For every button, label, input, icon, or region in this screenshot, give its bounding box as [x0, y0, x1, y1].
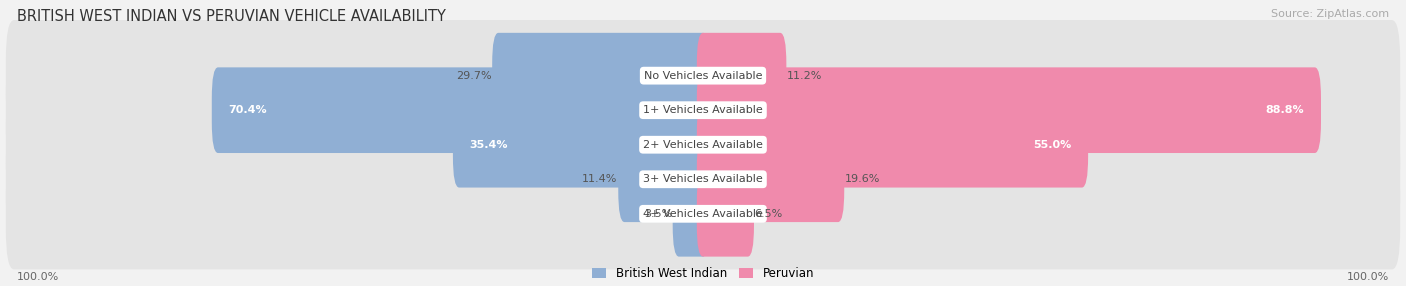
FancyBboxPatch shape	[697, 33, 786, 118]
FancyBboxPatch shape	[697, 136, 844, 222]
Text: 100.0%: 100.0%	[1347, 272, 1389, 282]
FancyBboxPatch shape	[492, 33, 709, 118]
FancyBboxPatch shape	[6, 55, 1400, 166]
Text: 55.0%: 55.0%	[1033, 140, 1071, 150]
FancyBboxPatch shape	[6, 158, 1400, 269]
Text: 100.0%: 100.0%	[17, 272, 59, 282]
Text: 11.4%: 11.4%	[582, 174, 617, 184]
Text: Source: ZipAtlas.com: Source: ZipAtlas.com	[1271, 9, 1389, 19]
Text: No Vehicles Available: No Vehicles Available	[644, 71, 762, 81]
FancyBboxPatch shape	[619, 136, 709, 222]
Text: BRITISH WEST INDIAN VS PERUVIAN VEHICLE AVAILABILITY: BRITISH WEST INDIAN VS PERUVIAN VEHICLE …	[17, 9, 446, 23]
Text: 3.5%: 3.5%	[644, 209, 672, 219]
Text: 3+ Vehicles Available: 3+ Vehicles Available	[643, 174, 763, 184]
FancyBboxPatch shape	[6, 124, 1400, 235]
Text: 6.5%: 6.5%	[755, 209, 783, 219]
FancyBboxPatch shape	[6, 20, 1400, 131]
Text: 35.4%: 35.4%	[470, 140, 508, 150]
FancyBboxPatch shape	[212, 67, 709, 153]
Text: 1+ Vehicles Available: 1+ Vehicles Available	[643, 105, 763, 115]
Text: 19.6%: 19.6%	[845, 174, 880, 184]
FancyBboxPatch shape	[672, 171, 709, 257]
Text: 11.2%: 11.2%	[787, 71, 823, 81]
Text: 2+ Vehicles Available: 2+ Vehicles Available	[643, 140, 763, 150]
Text: 70.4%: 70.4%	[228, 105, 267, 115]
Legend: British West Indian, Peruvian: British West Indian, Peruvian	[592, 267, 814, 280]
FancyBboxPatch shape	[697, 67, 1322, 153]
FancyBboxPatch shape	[697, 102, 1088, 188]
FancyBboxPatch shape	[6, 89, 1400, 200]
Text: 88.8%: 88.8%	[1265, 105, 1305, 115]
FancyBboxPatch shape	[453, 102, 709, 188]
FancyBboxPatch shape	[697, 171, 754, 257]
Text: 29.7%: 29.7%	[456, 71, 492, 81]
Text: 4+ Vehicles Available: 4+ Vehicles Available	[643, 209, 763, 219]
